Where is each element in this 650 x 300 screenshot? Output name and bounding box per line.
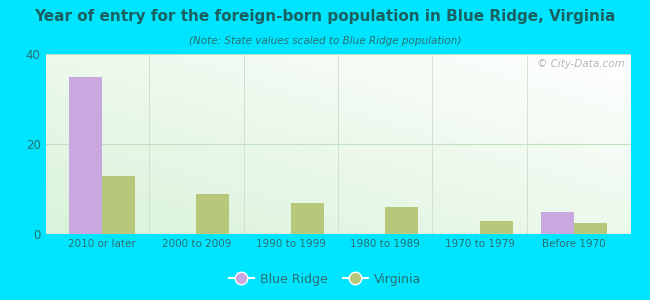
Legend: Blue Ridge, Virginia: Blue Ridge, Virginia — [224, 268, 426, 291]
Bar — [480, 220, 513, 234]
Bar — [574, 223, 607, 234]
Bar — [69, 76, 102, 234]
Bar — [196, 194, 229, 234]
Bar — [385, 207, 418, 234]
Bar — [102, 176, 135, 234]
Text: (Note: State values scaled to Blue Ridge population): (Note: State values scaled to Blue Ridge… — [188, 36, 462, 46]
Text: © City-Data.com: © City-Data.com — [537, 59, 625, 69]
Bar — [291, 202, 324, 234]
Text: Year of entry for the foreign-born population in Blue Ridge, Virginia: Year of entry for the foreign-born popul… — [34, 9, 616, 24]
Bar — [541, 212, 574, 234]
